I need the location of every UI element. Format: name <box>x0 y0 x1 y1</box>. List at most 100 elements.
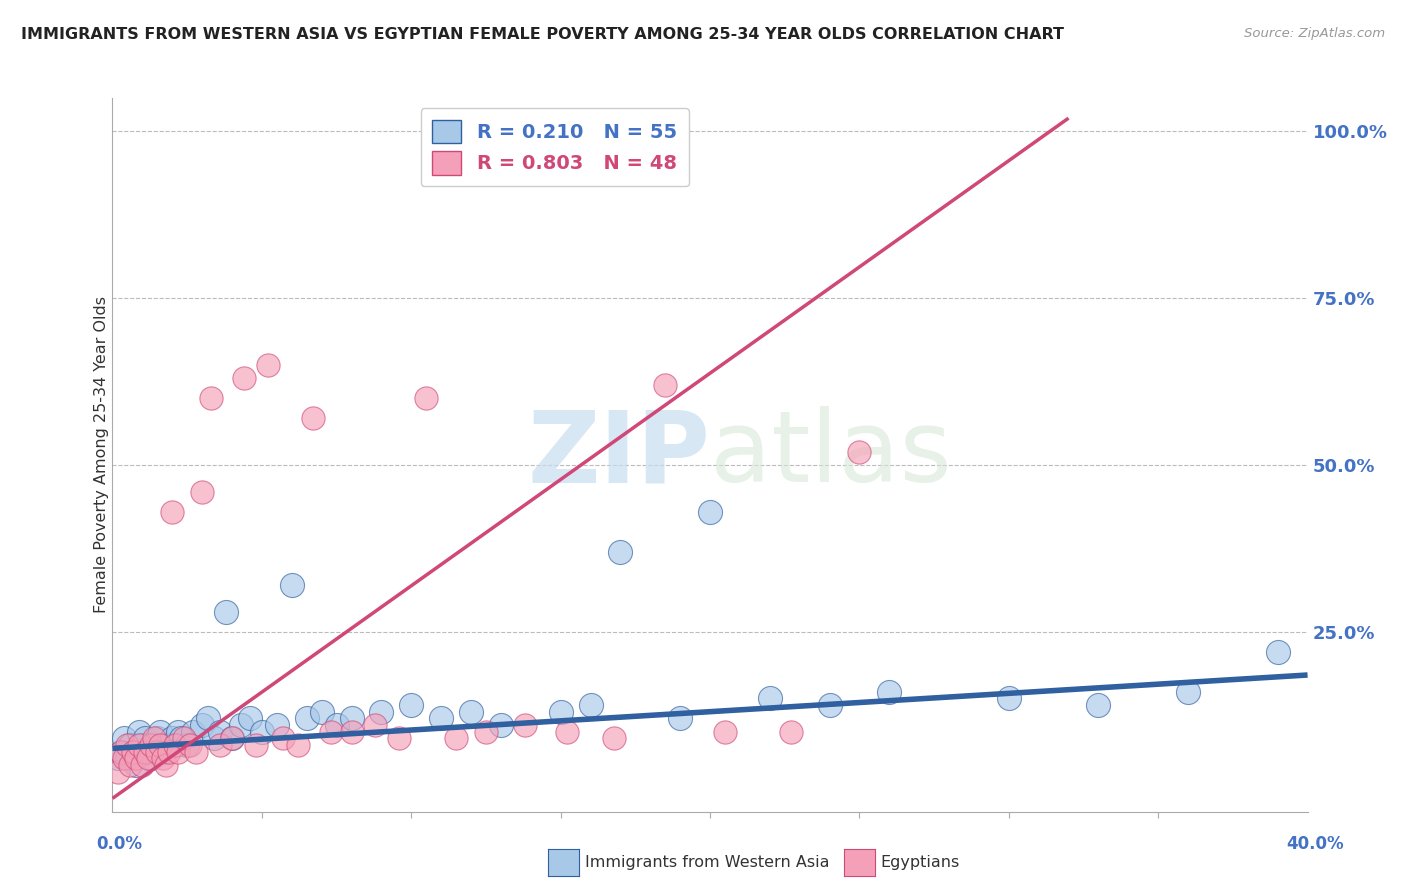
Point <box>125 758 148 772</box>
Point <box>141 751 163 765</box>
Point <box>117 738 139 752</box>
Point <box>191 718 214 732</box>
Point <box>232 371 256 385</box>
Point <box>134 731 156 746</box>
Point <box>176 738 198 752</box>
Point <box>114 751 135 765</box>
Point <box>1177 684 1199 698</box>
Point <box>221 731 243 746</box>
Text: Immigrants from Western Asia: Immigrants from Western Asia <box>585 855 830 870</box>
Point <box>460 705 482 719</box>
Point <box>122 745 145 759</box>
Point <box>128 724 150 739</box>
Point <box>998 691 1021 706</box>
Point <box>152 751 174 765</box>
Point <box>143 738 166 752</box>
Point <box>202 731 225 746</box>
Point <box>167 745 190 759</box>
Point <box>215 605 238 619</box>
Point <box>311 705 333 719</box>
Point <box>110 745 132 759</box>
Point <box>340 724 363 739</box>
Point <box>388 731 411 746</box>
Text: Egyptians: Egyptians <box>880 855 959 870</box>
Point <box>165 738 187 752</box>
Point <box>170 731 193 746</box>
Text: ZIP: ZIP <box>527 407 710 503</box>
Point <box>107 751 129 765</box>
Point <box>555 724 578 739</box>
Point <box>287 738 309 752</box>
Point <box>818 698 841 712</box>
Text: IMMIGRANTS FROM WESTERN ASIA VS EGYPTIAN FEMALE POVERTY AMONG 25-34 YEAR OLDS CO: IMMIGRANTS FROM WESTERN ASIA VS EGYPTIAN… <box>21 27 1064 42</box>
Point <box>149 724 172 739</box>
Point <box>579 698 602 712</box>
Point <box>239 711 262 725</box>
Point <box>1267 645 1289 659</box>
Point <box>250 724 273 739</box>
Point <box>603 731 626 746</box>
Point <box>114 731 135 746</box>
Point <box>221 731 243 746</box>
Point <box>714 724 737 739</box>
Point <box>131 758 153 772</box>
Point <box>257 358 280 372</box>
Point <box>152 745 174 759</box>
Point <box>186 745 208 759</box>
Point <box>877 684 901 698</box>
Text: 40.0%: 40.0% <box>1286 835 1343 853</box>
Point <box>162 505 183 519</box>
Point <box>143 731 166 746</box>
Point <box>155 738 177 752</box>
Text: 0.0%: 0.0% <box>97 835 142 853</box>
Point <box>245 738 267 752</box>
Text: Source: ZipAtlas.com: Source: ZipAtlas.com <box>1244 27 1385 40</box>
Y-axis label: Female Poverty Among 25-34 Year Olds: Female Poverty Among 25-34 Year Olds <box>94 296 108 614</box>
Point <box>107 764 129 779</box>
Point <box>415 391 437 405</box>
Point <box>295 711 318 725</box>
Point <box>759 691 782 706</box>
Point <box>149 738 172 752</box>
Point <box>325 718 347 732</box>
Text: atlas: atlas <box>710 407 952 503</box>
Point <box>654 377 676 392</box>
Point <box>513 718 536 732</box>
Point <box>266 718 288 732</box>
Point <box>319 724 342 739</box>
Point <box>167 724 190 739</box>
Point <box>138 751 160 765</box>
Point <box>122 745 145 759</box>
Point <box>138 745 160 759</box>
Point <box>128 738 150 752</box>
Point <box>162 731 183 746</box>
Point <box>609 544 631 558</box>
Point <box>1087 698 1109 712</box>
Point <box>173 731 195 746</box>
Point <box>444 731 467 746</box>
Point <box>208 738 231 752</box>
Point <box>229 718 252 732</box>
Point <box>117 751 139 765</box>
Point <box>165 738 187 752</box>
Point <box>669 711 692 725</box>
Point <box>364 718 387 732</box>
Point <box>340 711 363 725</box>
Point <box>281 578 304 592</box>
Point <box>699 505 721 519</box>
Point <box>271 731 294 746</box>
Point <box>155 758 177 772</box>
Point <box>848 444 870 458</box>
Point <box>141 738 163 752</box>
Point <box>197 711 219 725</box>
Point <box>120 738 142 752</box>
Point <box>191 484 214 499</box>
Point <box>157 745 180 759</box>
Point <box>550 705 572 719</box>
Point <box>146 731 169 746</box>
Point <box>301 411 323 425</box>
Legend: R = 0.210   N = 55, R = 0.803   N = 48: R = 0.210 N = 55, R = 0.803 N = 48 <box>420 108 689 186</box>
Point <box>131 738 153 752</box>
Point <box>208 724 231 739</box>
Point <box>181 724 204 739</box>
